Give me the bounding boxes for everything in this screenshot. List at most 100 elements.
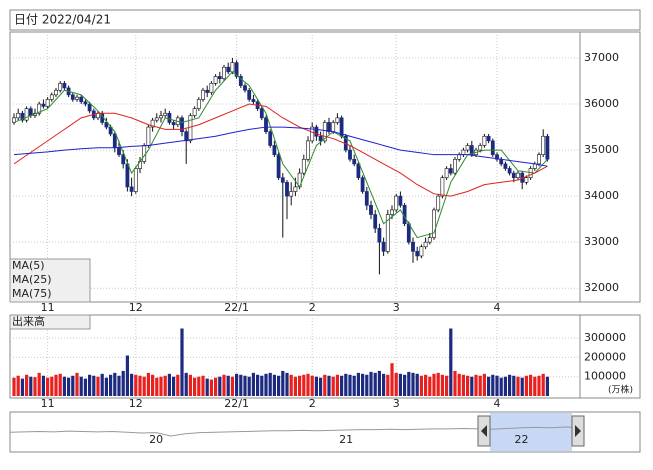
candle-body: [469, 145, 474, 155]
volume-bar: [113, 372, 117, 396]
ma-line: [13, 103, 548, 197]
volume-bar: [50, 376, 54, 396]
candle-body: [276, 154, 281, 179]
volume-bar: [46, 377, 50, 396]
volume-bar: [428, 376, 432, 396]
volume-bar: [125, 355, 129, 396]
candle-body: [507, 168, 512, 174]
candle-body: [545, 135, 550, 160]
candle-body: [28, 108, 33, 116]
y-tick-label: 33000: [584, 235, 619, 248]
candle-body: [87, 103, 92, 112]
candle-body: [62, 83, 67, 89]
x-tick-label: 3: [393, 397, 400, 410]
volume-bar: [67, 377, 71, 396]
volume-bar: [197, 376, 201, 396]
volume-bar: [293, 376, 297, 396]
volume-panel: [9, 314, 641, 399]
volume-bar: [37, 372, 41, 396]
volume-bar: [482, 373, 486, 396]
candle-body: [394, 195, 399, 211]
volume-bar: [222, 374, 226, 396]
candle-body: [415, 251, 420, 257]
volume-bar: [340, 375, 344, 396]
volume-bar: [331, 376, 335, 396]
candle-body: [310, 126, 315, 142]
candle-body: [117, 147, 121, 155]
volume-bar: [176, 374, 180, 396]
candle-body: [322, 122, 327, 142]
volume-bar: [235, 373, 239, 396]
volume-bar: [92, 375, 96, 396]
candle-body: [398, 195, 403, 206]
x-tick-label: 11: [41, 397, 55, 410]
candle-body: [436, 195, 441, 211]
volume-bar: [155, 377, 159, 396]
volume-unit: (万株): [608, 384, 633, 396]
volume-bar: [88, 374, 92, 396]
chart-title: 日付 2022/04/21: [14, 13, 111, 27]
volume-bar: [239, 374, 243, 396]
navigator-label: 21: [339, 433, 353, 446]
volume-bar: [79, 376, 83, 396]
volume-bar: [193, 377, 197, 396]
volume-bar: [201, 375, 205, 396]
volume-bar: [16, 375, 20, 396]
candle-body: [503, 163, 508, 169]
candle-body: [352, 158, 357, 165]
volume-bar: [41, 375, 45, 396]
candle-body: [453, 158, 457, 174]
candle-body: [541, 135, 546, 155]
volume-bar: [365, 374, 369, 396]
volume-bar: [356, 372, 360, 396]
candle-body: [192, 108, 197, 116]
ma-line: [13, 71, 548, 239]
candle-body: [327, 122, 331, 132]
volume-bar: [96, 376, 100, 396]
y-tick-label: 34000: [584, 189, 619, 202]
candle-body: [217, 76, 222, 80]
candle-body: [490, 140, 495, 155]
candle-body: [524, 177, 529, 183]
navigator-selection[interactable]: [490, 413, 572, 451]
candle-body: [369, 205, 373, 215]
volume-bar: [12, 377, 16, 396]
candle-body: [411, 241, 415, 252]
volume-bar: [503, 376, 507, 396]
volume-bar: [109, 374, 113, 396]
candle-body: [318, 135, 323, 142]
volume-bar: [352, 375, 356, 396]
volume-bar: [121, 370, 125, 396]
volume-bar: [142, 376, 146, 396]
legend-entry: MA(5): [12, 259, 45, 272]
legend-entry: MA(75): [12, 287, 52, 300]
volume-bar: [545, 376, 549, 396]
candle-body: [356, 163, 361, 179]
candle-body: [306, 140, 310, 160]
x-tick-label: 22/1: [224, 301, 249, 314]
y-tick-label: 300000: [584, 331, 626, 344]
volume-bar: [529, 374, 533, 396]
volume-bar: [474, 374, 478, 396]
candle-body: [104, 122, 109, 128]
volume-bar: [445, 375, 449, 396]
candle-body: [482, 135, 487, 146]
y-tick-label: 100000: [584, 370, 626, 383]
volume-bar: [466, 375, 470, 396]
candle-body: [335, 117, 340, 123]
candle-body: [314, 126, 319, 137]
volume-bar: [314, 376, 318, 396]
volume-bar: [369, 371, 373, 396]
ma-line: [13, 126, 548, 167]
volume-bar: [138, 375, 142, 396]
volume-bar: [302, 374, 306, 396]
candle-body: [159, 115, 163, 119]
candle-body: [234, 62, 239, 77]
navigator-handle[interactable]: [477, 415, 585, 447]
volume-bar: [495, 375, 499, 396]
candle-body: [247, 89, 252, 100]
volume-bar: [188, 374, 192, 396]
candle-body: [381, 241, 386, 252]
candle-body: [457, 154, 462, 160]
